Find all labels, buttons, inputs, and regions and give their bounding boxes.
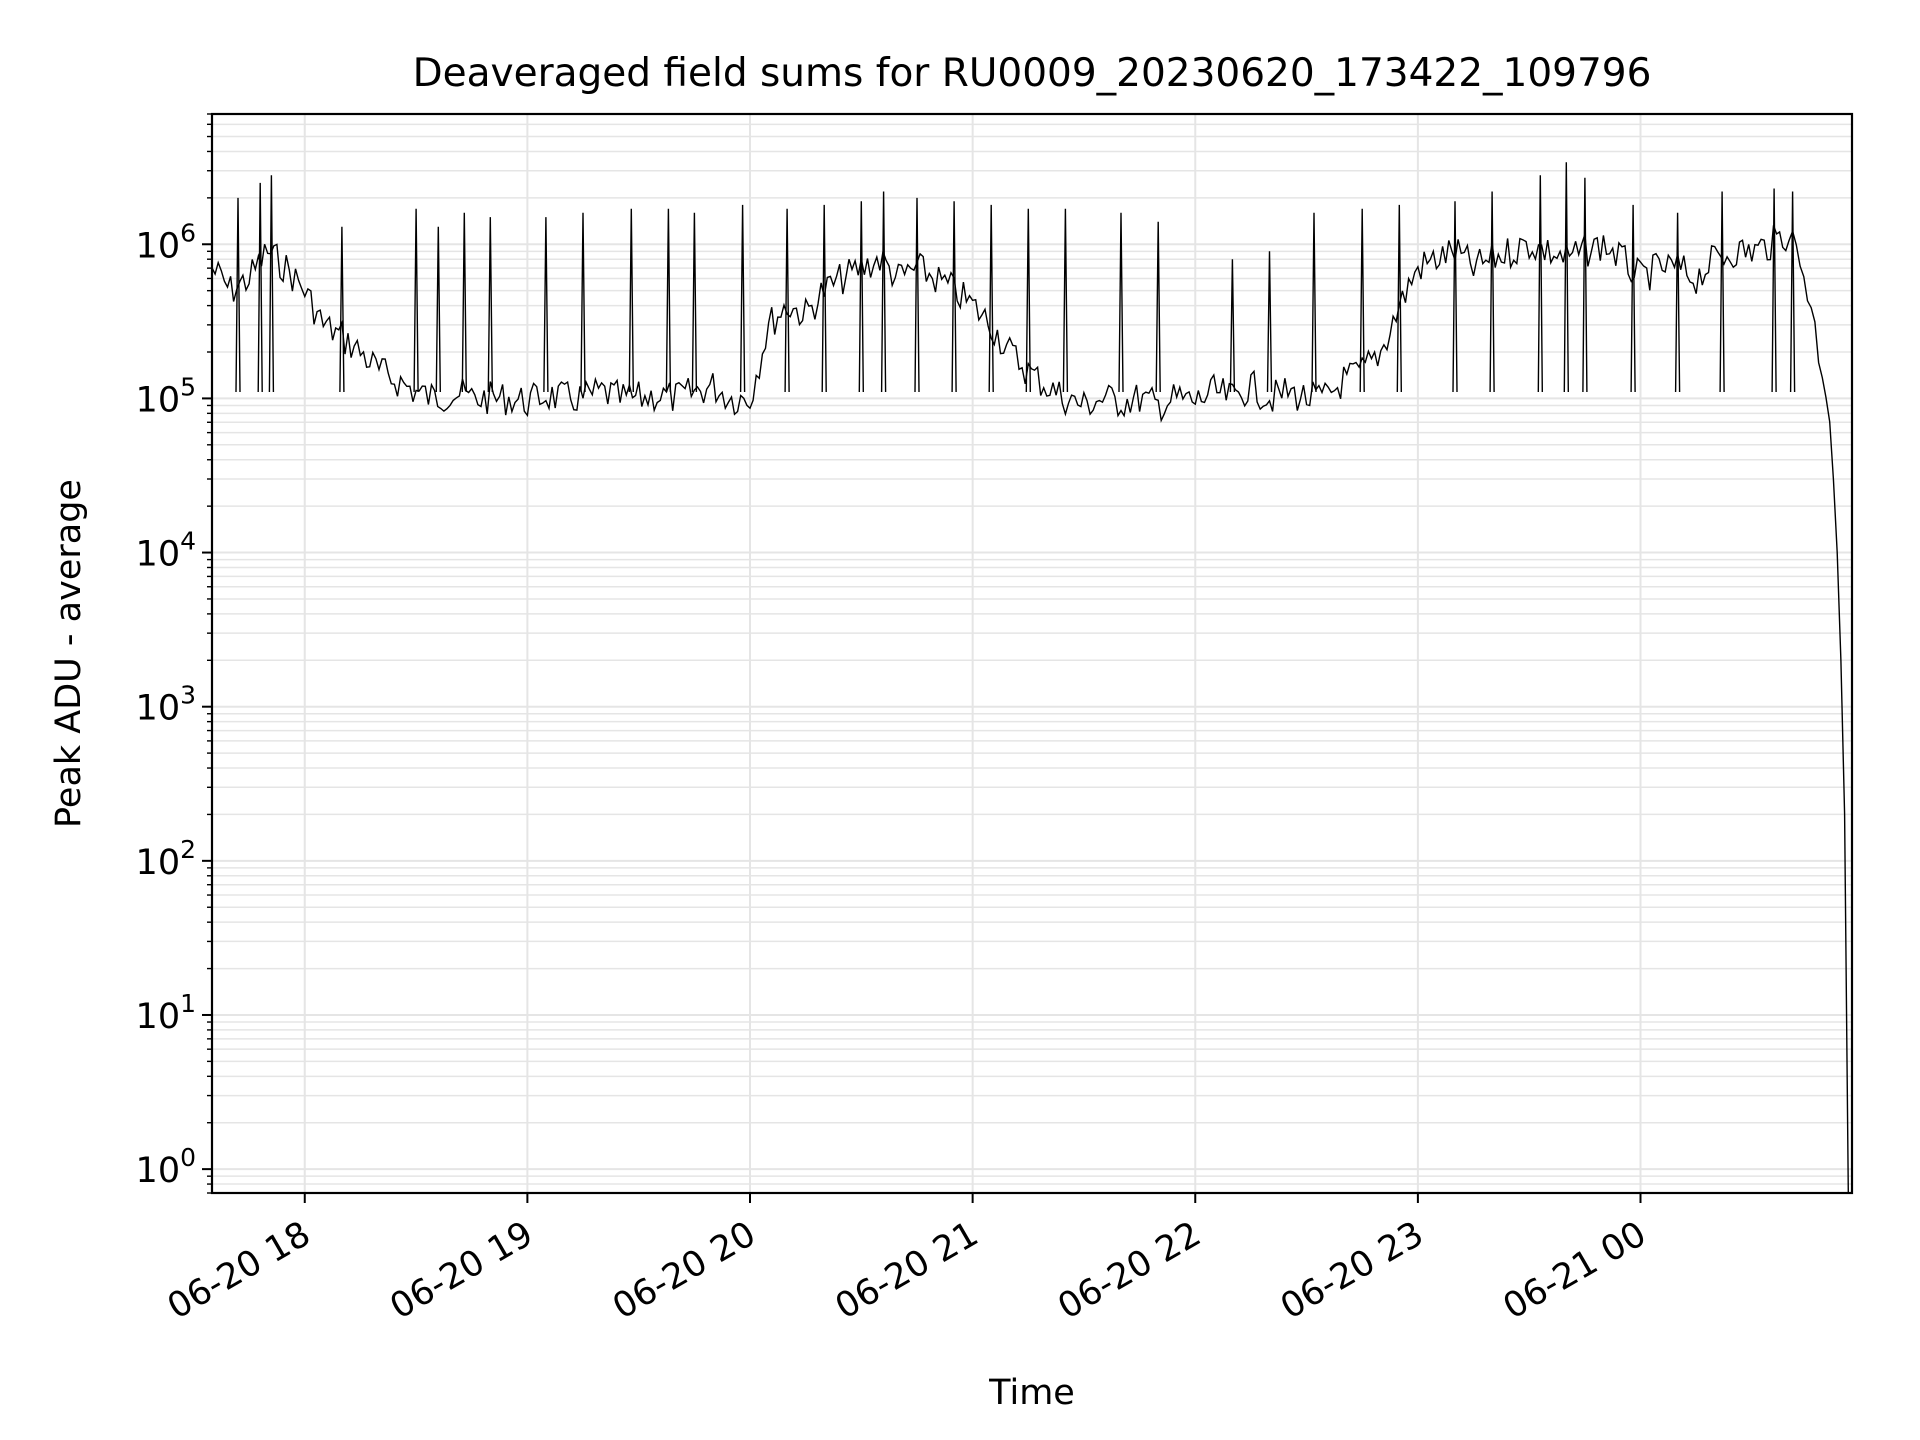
- series-spike: [1062, 208, 1069, 393]
- series-spike: [1396, 204, 1402, 393]
- series-spike: [988, 204, 994, 393]
- series-spike: [235, 197, 241, 393]
- series-spike: [665, 208, 672, 393]
- series-spike: [1789, 191, 1796, 393]
- x-axis-label: Time: [988, 1373, 1075, 1413]
- y-tick-label: 100: [136, 1143, 196, 1191]
- series-spike: [784, 208, 790, 393]
- axes-frame: [210, 112, 1854, 1195]
- y-axis-label: Peak ADU - average: [49, 479, 89, 828]
- series-spike: [821, 204, 827, 393]
- series-spike: [1118, 212, 1124, 393]
- series-spike: [1229, 259, 1236, 393]
- series-spike: [1266, 251, 1273, 393]
- series-spike: [1359, 208, 1365, 393]
- series-spike: [339, 226, 345, 393]
- series-layer: [212, 162, 1849, 1193]
- series-spike: [268, 175, 275, 393]
- y-tick-label: 105: [136, 372, 196, 420]
- series-spike: [1311, 212, 1317, 393]
- series-spike: [1563, 162, 1569, 393]
- y-tick-label: 103: [136, 681, 196, 729]
- series-spike: [461, 212, 467, 393]
- series-spike: [257, 182, 263, 393]
- y-tick-label: 101: [136, 989, 196, 1037]
- series-spike: [691, 212, 698, 393]
- series-spike: [951, 201, 957, 393]
- y-tick-label: 106: [136, 218, 196, 266]
- series-spike: [413, 208, 419, 393]
- series-spike: [628, 208, 634, 393]
- series-spike: [1630, 204, 1636, 393]
- series-spike: [1582, 177, 1588, 393]
- series-spike: [435, 226, 441, 393]
- series-spike: [487, 217, 493, 393]
- grid: [212, 113, 1852, 1194]
- series-spike: [1155, 221, 1161, 393]
- chart-title: Deaveraged field sums for RU0009_2023062…: [413, 51, 1652, 96]
- series-spike: [739, 204, 746, 393]
- series-spike: [1674, 212, 1681, 393]
- series-spike: [1719, 191, 1725, 393]
- y-tick-label: 104: [136, 527, 196, 575]
- series-spike: [1452, 201, 1458, 393]
- series-spike: [580, 212, 586, 393]
- series-spike: [1489, 191, 1495, 393]
- series-spike: [914, 197, 920, 393]
- series-spike: [543, 217, 549, 393]
- series-spike: [858, 201, 864, 393]
- series-spike: [1771, 188, 1777, 393]
- series-spike: [880, 191, 887, 393]
- series-spike: [1025, 208, 1031, 393]
- y-tick-label: 102: [136, 835, 196, 883]
- series-spike: [1537, 175, 1543, 393]
